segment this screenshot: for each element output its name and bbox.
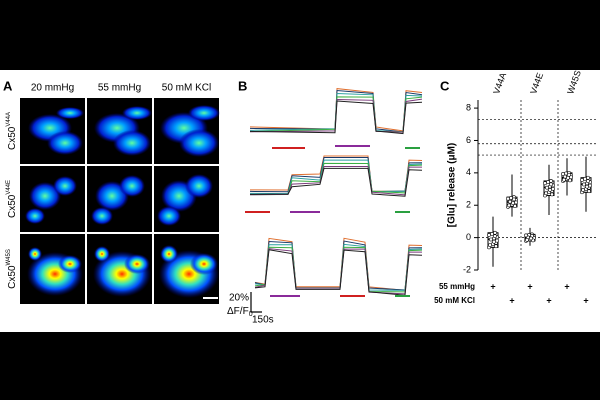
y-tick-label: -2 xyxy=(463,264,471,274)
point xyxy=(492,239,496,244)
cell-signal xyxy=(56,107,84,119)
cell-signal xyxy=(119,175,145,197)
point xyxy=(508,199,512,204)
point xyxy=(562,177,566,182)
trace xyxy=(254,249,423,296)
y-axis-label: [Glu] release (μM) xyxy=(447,143,458,227)
cell-signal xyxy=(160,245,178,263)
y-tick-label: 6 xyxy=(466,135,471,145)
point xyxy=(509,195,513,200)
cell-signal xyxy=(94,246,110,262)
y-tick-label: 8 xyxy=(466,102,471,112)
point xyxy=(585,184,589,189)
point xyxy=(506,196,510,201)
scale-bar xyxy=(250,292,262,313)
point xyxy=(566,175,570,180)
panel-label: C xyxy=(440,78,450,93)
condition-mark: + xyxy=(527,281,532,291)
point xyxy=(524,233,528,238)
row-label-sup: V44E xyxy=(6,180,12,195)
scale-unit: ΔF/F xyxy=(227,306,249,317)
point xyxy=(548,188,552,192)
point xyxy=(561,172,565,177)
point xyxy=(549,182,553,187)
point xyxy=(568,178,572,183)
point xyxy=(488,243,492,247)
y-tick-label: 2 xyxy=(466,200,471,210)
point xyxy=(529,236,533,241)
scale-label: 20% xyxy=(229,293,249,304)
row-label-sup: W45S xyxy=(6,249,12,265)
condition-label: 55 mmHg xyxy=(439,282,475,291)
cell-signal xyxy=(29,182,61,210)
cell-signal xyxy=(179,129,219,157)
point xyxy=(514,200,518,205)
row-label-base: Cx50 xyxy=(7,126,18,150)
cell-signal xyxy=(113,130,151,156)
point xyxy=(507,203,511,208)
row-label: Cx50V44E xyxy=(6,180,18,218)
column-header: 50 mM KCl xyxy=(162,83,211,94)
trace xyxy=(249,100,423,135)
point xyxy=(494,244,498,249)
panel-label: A xyxy=(3,78,13,93)
condition-mark: + xyxy=(490,281,495,291)
panel-label: B xyxy=(238,78,247,93)
point xyxy=(581,188,585,192)
row-label: Cx50V44A xyxy=(6,112,18,150)
point xyxy=(550,192,554,197)
row-label-sup: V44A xyxy=(6,112,12,127)
cell-signal xyxy=(124,254,150,274)
scale-label: ΔF/F0 xyxy=(227,306,253,318)
point xyxy=(511,201,515,206)
point xyxy=(543,181,547,186)
point xyxy=(587,189,591,194)
point xyxy=(582,182,586,187)
point xyxy=(493,234,497,239)
point xyxy=(567,172,571,177)
point xyxy=(512,197,516,202)
row-label-base: Cx50 xyxy=(7,265,18,289)
cell-signal xyxy=(185,174,213,198)
y-tick-label: 0 xyxy=(466,232,471,242)
row-label: Cx50W45S xyxy=(6,249,18,289)
cell-signal xyxy=(91,207,113,225)
point xyxy=(487,233,491,237)
cell-signal xyxy=(157,206,181,226)
point xyxy=(525,237,529,242)
cell-signal xyxy=(190,253,218,275)
point xyxy=(513,204,517,209)
point xyxy=(545,185,549,190)
cell-signal xyxy=(47,131,83,155)
condition-mark: + xyxy=(583,295,588,305)
condition-mark: + xyxy=(546,295,551,305)
point xyxy=(544,191,548,196)
cell-signal xyxy=(122,106,152,120)
cell-signal xyxy=(188,105,220,121)
cell-signal xyxy=(58,255,82,273)
y-tick-label: 4 xyxy=(466,167,471,177)
scale-label: 150s xyxy=(252,315,274,326)
column-header: 55 mmHg xyxy=(98,83,141,94)
scale-sub: 0 xyxy=(249,311,253,318)
point xyxy=(586,179,590,183)
condition-mark: + xyxy=(509,295,514,305)
condition-label: 50 mM KCl xyxy=(434,296,475,305)
trace xyxy=(249,167,423,197)
column-header: 20 mmHg xyxy=(31,83,74,94)
point xyxy=(489,237,493,242)
cell-signal xyxy=(28,247,42,261)
row-label-base: Cx50 xyxy=(7,194,18,218)
point xyxy=(580,178,584,182)
cell-signal xyxy=(53,176,77,196)
cell-signal xyxy=(25,208,45,224)
condition-mark: + xyxy=(564,281,569,291)
